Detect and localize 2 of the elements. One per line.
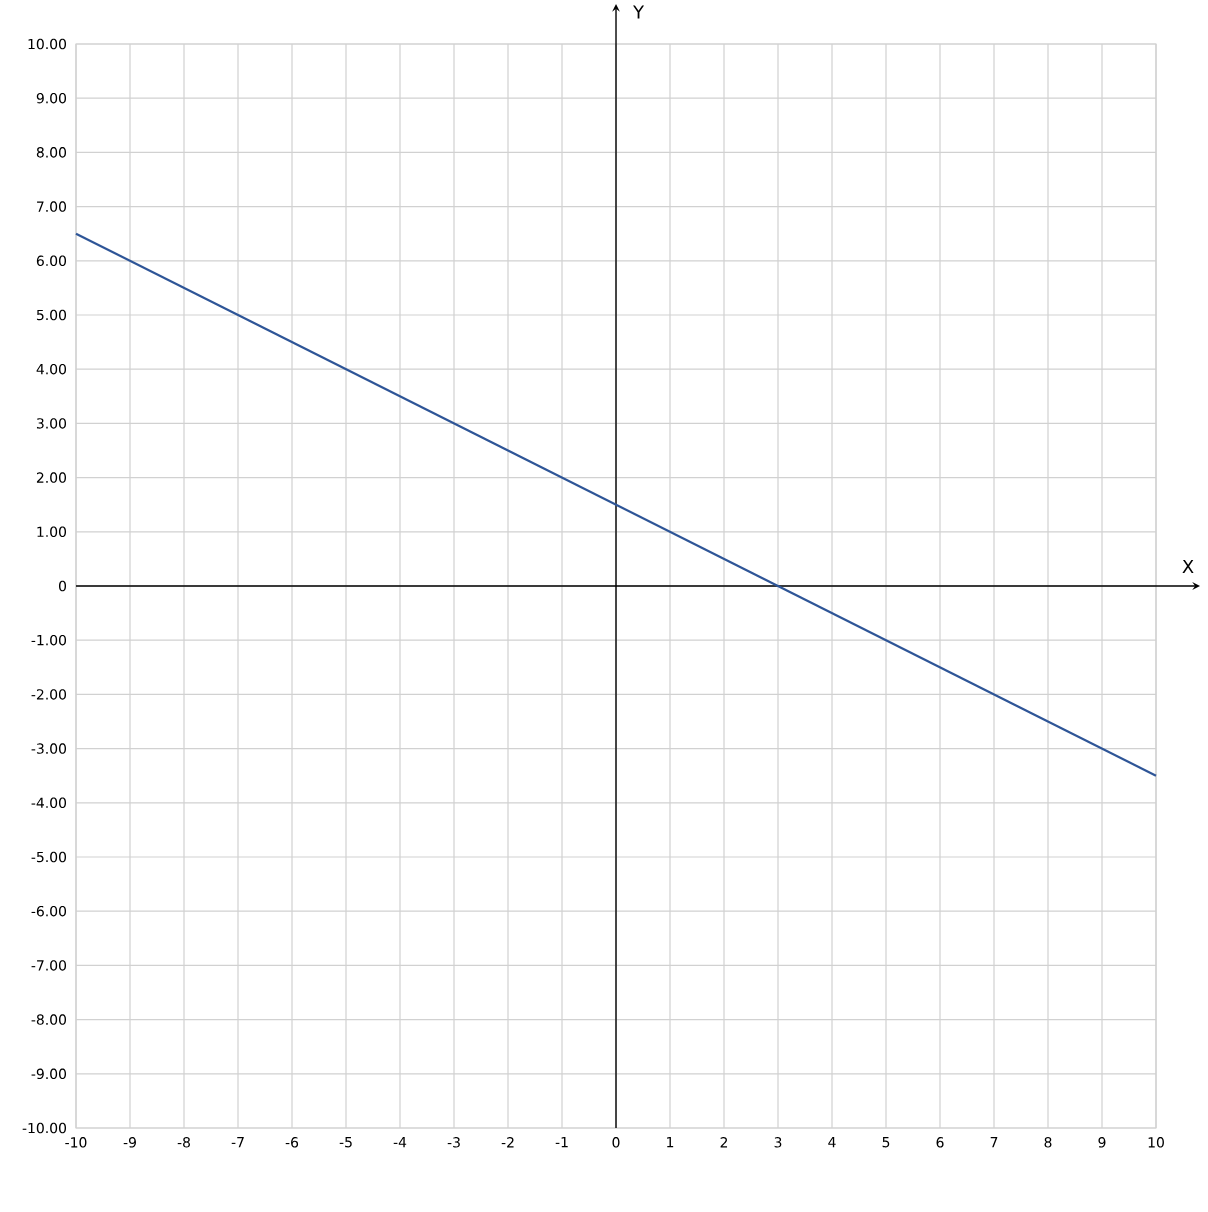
x-axis-title: X [1182,559,1194,573]
y-axis-title: Y [633,5,645,19]
